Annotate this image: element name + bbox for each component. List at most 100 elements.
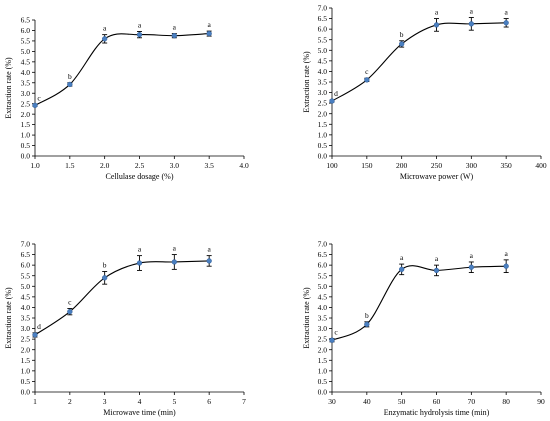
significance-label: a [138,21,142,30]
x-tick-label: 70 [468,397,476,406]
significance-label: b [400,30,404,39]
y-tick-label: 1.5 [318,356,328,365]
chart-panel-4: 0.0 0.5 1.01.5 2.02.5 3.03.5 4.0 4.55.0 5.56.0 6… [302,240,545,417]
data-point [468,21,474,27]
data-point [364,77,370,83]
y-tick-label: 4.5 [318,56,328,65]
y-tick-label: 5.0 [21,47,31,56]
x-tick-label: 1.0 [30,161,40,170]
x-tick-label: 4.0 [239,161,249,170]
chart-panel-1: 0.00.51.01.52.02.53.03.54.04.55.05.56.06… [4,16,249,181]
y-axis-title: Extraction rate (%) [4,57,13,119]
y-tick-label: 1.0 [21,366,31,375]
significance-label: a [504,8,508,17]
significance-label: b [365,311,369,320]
y-tick-label: 5.0 [21,282,31,291]
significance-label: c [365,67,369,76]
y-tick-label: 7.0 [318,4,328,13]
data-point [171,259,177,265]
y-tick-label: 1.5 [21,120,31,129]
x-tick-label: 2.0 [100,161,110,170]
significance-label: a [138,245,142,254]
data-point [433,22,440,28]
y-tick-label: 0.5 [21,377,31,386]
y-tick-label: 4.5 [21,292,31,301]
x-tick-label: 2.5 [135,161,145,170]
y-tick-label: 2.5 [21,99,31,108]
significance-label: c [37,93,41,102]
y-axis-title: Extraction rate (%) [302,287,311,349]
y-tick-label: 5.5 [318,271,328,280]
y-tick-label: 6.5 [318,14,328,23]
x-tick-label: 150 [361,161,373,170]
x-tick-label: 300 [466,161,478,170]
significance-label: d [37,322,41,331]
significance-label: c [68,297,72,306]
data-point [136,31,143,38]
y-tick-label: 4.0 [21,303,31,312]
x-tick-label: 80 [502,397,510,406]
significance-label: a [470,7,474,16]
data-point [364,321,370,327]
data-point [206,30,212,37]
data-point [399,266,405,273]
significance-label: a [504,249,508,258]
y-tick-label: 3.5 [318,78,328,87]
y-tick-label: 1.0 [318,366,328,375]
y-tick-label: 5.5 [21,37,31,46]
x-tick-label: 1 [33,397,37,406]
y-tick-label: 2.5 [318,99,328,108]
y-tick-label: 0.5 [318,141,328,150]
y-tick-label: 7.0 [21,240,31,249]
x-tick-label: 3.5 [204,161,214,170]
significance-label: a [103,24,107,33]
y-tick-label: 6.5 [21,16,31,25]
y-tick-label: 3.0 [21,324,31,333]
data-point [503,263,509,269]
y-tick-label: 6.0 [21,261,31,270]
y-tick-label: 1.0 [21,131,31,140]
data-point [468,264,474,270]
y-tick-label: 3.5 [318,314,328,323]
significance-label: a [400,253,404,262]
data-point [32,102,38,109]
x-tick-label: 7 [242,397,246,406]
y-tick-label: 0.5 [21,141,31,150]
x-tick-label: 200 [396,161,408,170]
y-tick-label: 6.0 [21,26,31,35]
x-tick-label: 100 [326,161,338,170]
x-axis-title: Enzymatic hydrolysis time (min) [384,408,490,417]
y-tick-label: 2.0 [21,345,31,354]
y-tick-label: 2.0 [318,109,328,118]
x-tick-label: 1.5 [65,161,75,170]
y-tick-label: 0.5 [318,377,328,386]
y-tick-label: 4.5 [21,57,31,66]
data-point [206,258,212,264]
y-tick-label: 6.0 [318,261,328,270]
significance-label: d [334,89,338,98]
y-tick-label: 2.0 [21,110,31,119]
y-tick-label: 7.0 [318,240,328,249]
x-tick-label: 3 [103,397,107,406]
y-tick-label: 1.5 [318,120,328,129]
data-point [171,33,177,39]
series-line [331,265,507,341]
data-point [67,81,73,88]
data-point [329,98,335,104]
chart-panel-2: 0.0 0.5 1.01.5 2.02.5 3.03.5 4.0 4.55.0 5.56.0 6… [302,4,547,181]
y-tick-label: 5.0 [318,46,328,55]
x-tick-label: 50 [398,397,406,406]
x-tick-label: 5 [172,397,176,406]
y-tick-label: 4.0 [21,68,31,77]
data-point [102,275,108,281]
y-tick-label: 6.0 [318,25,328,34]
significance-label: a [207,245,211,254]
y-tick-label: 3.0 [318,88,328,97]
data-point [503,20,509,26]
significance-label: c [334,328,338,337]
y-tick-label: 3.5 [21,78,31,87]
y-tick-label: 2.0 [318,345,328,354]
chart-panel-3: 0.0 0.5 1.01.5 2.02.5 3.03.5 4.0 4.55.0 5.56.0 6… [4,240,246,417]
y-tick-label: 4.0 [318,303,328,312]
